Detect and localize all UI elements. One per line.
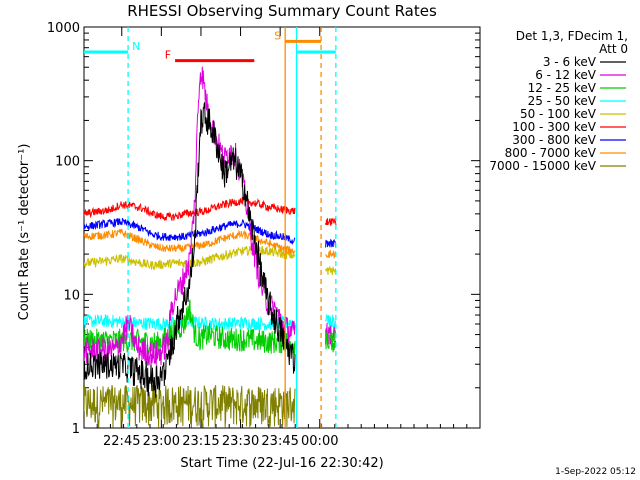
- series-line-segment2: [325, 217, 337, 226]
- annotations: N F S: [84, 27, 337, 428]
- y-tick-label: 1000: [47, 21, 80, 36]
- legend-entry-label: 6 - 12 keV: [535, 68, 597, 82]
- series-line-segment2: [325, 329, 337, 353]
- series-line: [84, 66, 296, 367]
- legend-entry-label: 7000 - 15000 keV: [489, 159, 596, 173]
- series-line: [84, 100, 296, 398]
- y-axis-label: Count Rate (s⁻¹ detector⁻¹): [17, 144, 32, 321]
- legend-entry-label: 50 - 100 keV: [520, 107, 597, 121]
- series-line-segment2: [325, 249, 337, 259]
- y-tick-label: 100: [55, 155, 80, 170]
- legend-entry-label: 25 - 50 keV: [528, 94, 597, 108]
- series-line: [84, 384, 296, 428]
- x-axis-label: Start Time (22-Jul-16 22:30:42): [180, 456, 383, 471]
- series-line-segment2: [325, 314, 337, 328]
- series-line-segment2: [325, 238, 337, 248]
- x-tick-label: 00:00: [301, 434, 338, 449]
- x-tick-label: 22:45: [103, 434, 140, 449]
- y-tick-label: 10: [63, 288, 80, 303]
- legend-header: Att 0: [599, 42, 628, 56]
- interval-bar-label: F: [165, 49, 171, 62]
- interval-bar-label: S: [274, 29, 281, 42]
- footer-date: 1-Sep-2022 05:12: [555, 467, 636, 477]
- x-axis: 22:45 23:00 23:15 23:30 23:45 00:00: [83, 27, 481, 449]
- series-line-segment2: [325, 265, 337, 276]
- series-line: [84, 228, 296, 254]
- legend-entry-label: 3 - 6 keV: [543, 55, 597, 69]
- series-line: [84, 217, 296, 246]
- legend-entry-label: 300 - 800 keV: [512, 133, 596, 147]
- x-tick-label: 23:15: [182, 434, 219, 449]
- x-tick-label: 23:00: [143, 434, 180, 449]
- legend-entry-label: 800 - 7000 keV: [505, 146, 597, 160]
- series-line: [84, 196, 296, 221]
- interval-bar-label: N: [132, 40, 140, 53]
- legend-entry-label: 100 - 300 keV: [512, 120, 596, 134]
- y-tick-label: 1: [72, 422, 80, 437]
- y-axis: 1 10 100 1000: [47, 21, 480, 437]
- legend-header: Det 1,3, FDecim 1,: [516, 29, 628, 43]
- x-tick-label: 23:45: [261, 434, 298, 449]
- series-line: [84, 243, 296, 271]
- series-group: [84, 66, 337, 428]
- x-tick-label: 23:30: [222, 434, 259, 449]
- chart-title: RHESSI Observing Summary Count Rates: [127, 2, 437, 20]
- legend-entry-label: 12 - 25 keV: [528, 81, 597, 95]
